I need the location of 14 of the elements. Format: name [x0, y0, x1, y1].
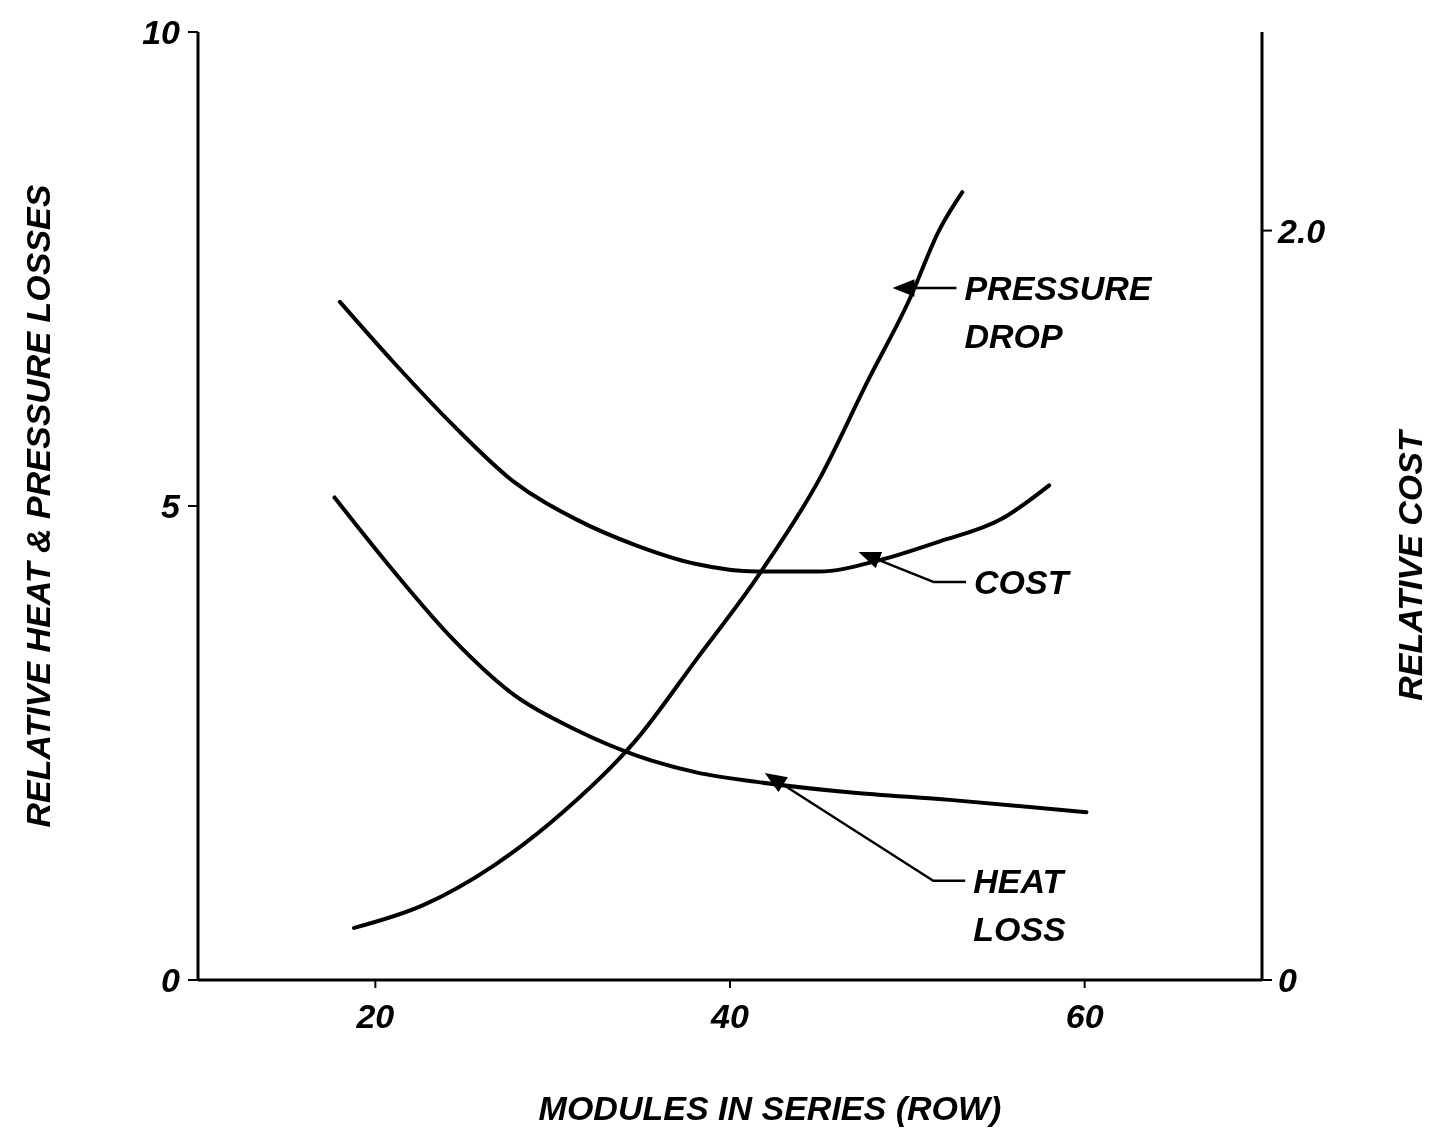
y2-tick-label: 2.0 — [1277, 211, 1326, 250]
x-tick-label: 40 — [710, 997, 749, 1035]
x-axis-title: MODULES IN SERIES (ROW) — [538, 1089, 1002, 1127]
x-tick-label: 60 — [1065, 997, 1104, 1035]
annotation: PRESSURE DROP — [964, 268, 1153, 355]
annotation: HEAT LOSS — [973, 861, 1067, 948]
annotation: COST — [973, 563, 1072, 602]
y-axis-title: RELATIVE HEAT & PRESSURE LOSSES — [19, 184, 57, 828]
y2-axis-title: RELATIVE COST — [1391, 428, 1429, 701]
y-tick-label: 0 — [161, 961, 181, 999]
y2-tick-label: 0 — [1278, 961, 1297, 999]
y-tick-label: 5 — [161, 487, 182, 525]
y-tick-label: 10 — [142, 13, 181, 51]
x-tick-label: 20 — [355, 997, 395, 1035]
